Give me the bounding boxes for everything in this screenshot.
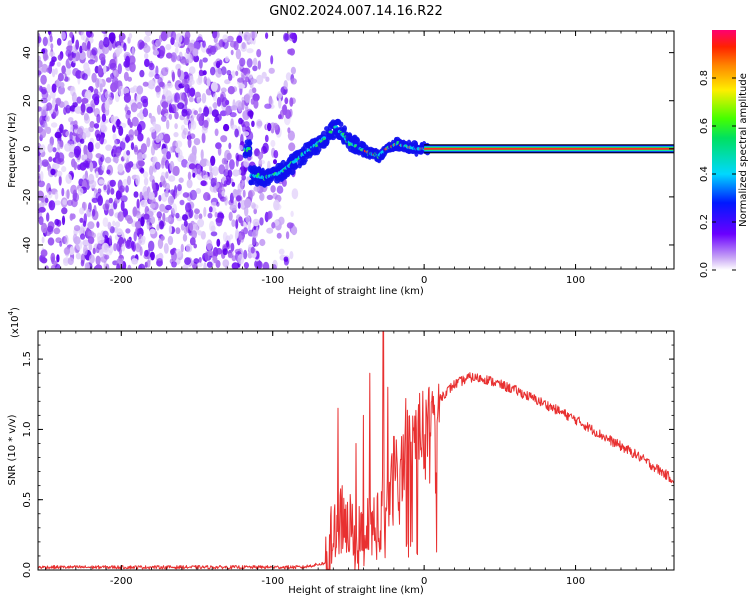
spectrogram-x-tick-label: 0 xyxy=(421,275,427,286)
snr-x-tick-label: -100 xyxy=(261,576,284,587)
colorbar-label: Normalized spectral amplitude xyxy=(738,73,749,227)
spectrogram-x-tick-label: -100 xyxy=(261,275,284,286)
snr-x-tick-label: -200 xyxy=(110,576,133,587)
spectrogram-content xyxy=(38,31,674,269)
spectrogram-y-axis-label: Frequency (Hz) xyxy=(7,112,18,188)
spectrogram-x-tick-label: 100 xyxy=(566,275,585,286)
signal-trace xyxy=(242,118,432,188)
spectrogram-x-axis-label: Height of straight line (km) xyxy=(288,286,424,297)
colorbar-gradient xyxy=(712,30,736,270)
snr-y-tick-label: 1.0 xyxy=(22,421,33,437)
spectrogram-x-tick-label: -200 xyxy=(110,275,133,286)
snr-ticks: -200 -100 0 100 0.0 0.5 1.0 1.5 xyxy=(22,331,674,587)
colorbar-tick-label: 0.4 xyxy=(699,166,710,182)
figure-title: GN02.2024.007.14.16.R22 xyxy=(269,4,443,19)
svg-text:(x104): (x104) xyxy=(7,307,21,338)
colorbar-tick-label: 0.6 xyxy=(699,118,710,134)
snr-series-line xyxy=(38,331,674,570)
colorbar-tick-label: 0.8 xyxy=(699,70,710,86)
snr-content xyxy=(38,331,674,570)
colorbar-tick-label: 0.2 xyxy=(699,214,710,230)
colorbar-tick-label: 0.0 xyxy=(699,262,710,278)
colorbar-ticks: 0.0 0.2 0.4 0.6 0.8 xyxy=(699,70,736,278)
snr-panel: -200 -100 0 100 0.0 0.5 1.0 1.5 Height of strai… xyxy=(7,307,675,596)
spectrogram-y-tick-label: -20 xyxy=(22,189,33,205)
snr-multiplier-exp: 4 xyxy=(7,310,15,315)
snr-multiplier-base: (x10 xyxy=(10,315,21,338)
snr-x-axis-label: Height of straight line (km) xyxy=(288,585,424,596)
snr-x-tick-label: 0 xyxy=(421,576,427,587)
snr-y-tick-label: 1.5 xyxy=(22,351,33,367)
spectrogram-y-tick-label: 20 xyxy=(22,94,33,107)
spectrogram-frame xyxy=(37,30,675,270)
snr-y-tick-label: 0.5 xyxy=(22,492,33,508)
snr-frame xyxy=(37,330,675,571)
colorbar: 0.0 0.2 0.4 0.6 0.8 Normalized spectral ampl… xyxy=(699,30,749,278)
snr-y-axis-label: SNR (10 * v/v) xyxy=(7,414,18,485)
snr-multiplier: (x104) xyxy=(7,307,21,338)
snr-x-tick-label: 100 xyxy=(566,576,585,587)
snr-multiplier-close: ) xyxy=(10,307,21,311)
steady-line xyxy=(424,144,674,154)
spectrogram-y-tick-label: 0 xyxy=(22,146,33,152)
snr-y-tick-label: 0.0 xyxy=(22,562,33,578)
noise-speckle xyxy=(38,31,299,269)
spectrogram-y-tick-label: 40 xyxy=(22,46,33,59)
spectrogram-y-tick-label: -40 xyxy=(22,237,33,253)
